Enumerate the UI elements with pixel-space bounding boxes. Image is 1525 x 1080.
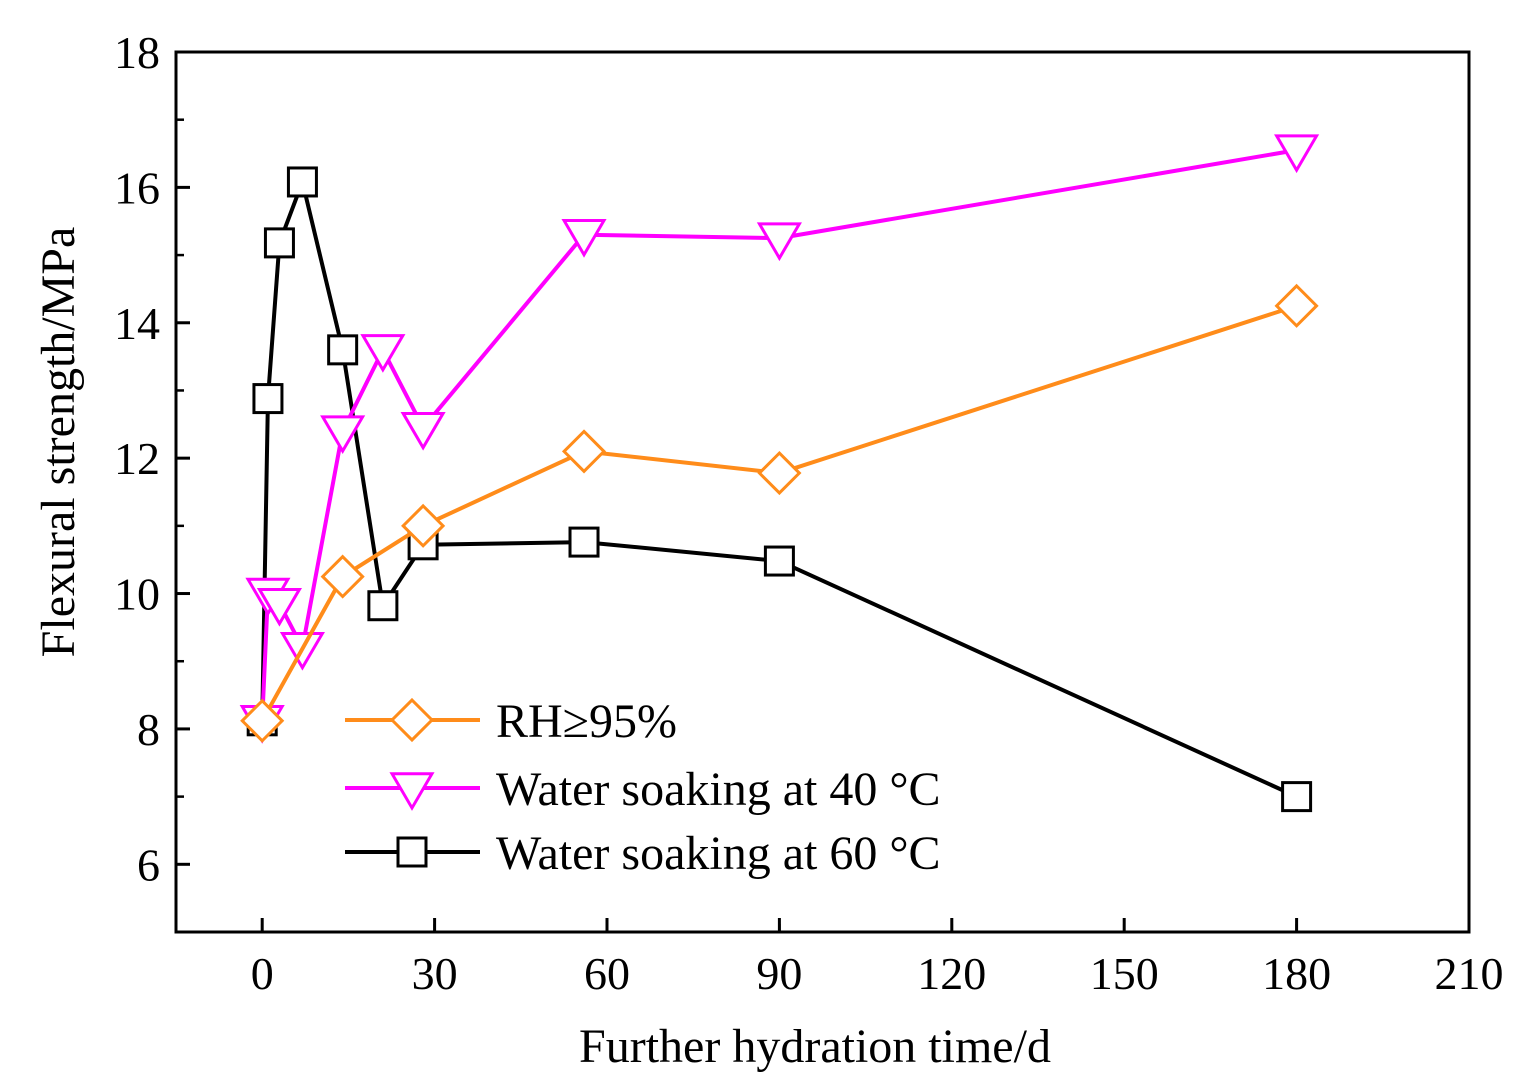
data-point <box>1274 283 1319 328</box>
data-point <box>400 411 446 451</box>
x-tick-label: 90 <box>756 948 802 999</box>
y-tick-label: 18 <box>114 27 160 78</box>
data-point <box>286 166 318 198</box>
legend-entry: RH≥95% <box>345 695 677 748</box>
data-point <box>320 415 366 455</box>
data-point <box>263 227 295 259</box>
data-point <box>320 554 365 599</box>
y-axis-title: Flexural strength/MPa <box>32 227 85 658</box>
data-point <box>327 334 359 366</box>
y-tick-label: 6 <box>137 839 160 890</box>
axes-layer: 0 30 60 90 120 150 180 210 6 8 10 12 14 16 18 <box>114 27 1504 999</box>
data-point <box>763 545 795 577</box>
x-axis-title: Further hydration time/d <box>579 1020 1051 1073</box>
data-point <box>561 219 607 258</box>
series-1 <box>240 283 1319 743</box>
x-tick-label: 150 <box>1090 948 1159 999</box>
legend: RH≥95% Water soaking at 40 °C Water soakin… <box>345 695 941 880</box>
x-tick-label: 60 <box>584 948 630 999</box>
data-point <box>256 587 303 627</box>
legend-label: RH≥95% <box>496 695 677 748</box>
data-point <box>240 698 285 743</box>
series-2 <box>239 134 1320 744</box>
series-line <box>260 179 1298 799</box>
data-point <box>252 383 284 415</box>
data-point <box>561 429 607 474</box>
series-layer <box>239 134 1320 813</box>
data-point <box>757 450 802 496</box>
data-point <box>568 526 600 558</box>
data-point <box>401 503 446 548</box>
legend-label: Water soaking at 60 °C <box>496 827 941 880</box>
x-tick-label: 0 <box>251 948 274 999</box>
y-tick-label: 10 <box>114 569 160 620</box>
legend-label: Water soaking at 40 °C <box>496 763 941 816</box>
data-point <box>360 334 406 373</box>
y-tick-label: 12 <box>114 433 160 484</box>
data-point <box>367 590 399 622</box>
y-tick-label: 14 <box>114 298 160 349</box>
legend-entry: Water soaking at 40 °C <box>345 763 941 816</box>
data-point <box>1274 134 1320 174</box>
y-tick-label: 16 <box>114 162 160 213</box>
x-tick-label: 210 <box>1435 948 1504 999</box>
data-point <box>1281 781 1313 813</box>
data-point <box>756 222 802 262</box>
x-tick-label: 180 <box>1262 948 1331 999</box>
x-tick-label: 30 <box>412 948 458 999</box>
plot-frame <box>174 50 1471 934</box>
legend-marker <box>389 697 435 743</box>
legend-marker <box>389 772 435 811</box>
legend-entry: Water soaking at 60 °C <box>345 827 941 880</box>
x-tick-label: 120 <box>917 948 986 999</box>
legend-marker <box>396 836 428 868</box>
y-tick-label: 8 <box>137 704 160 755</box>
series-line <box>260 303 1298 722</box>
